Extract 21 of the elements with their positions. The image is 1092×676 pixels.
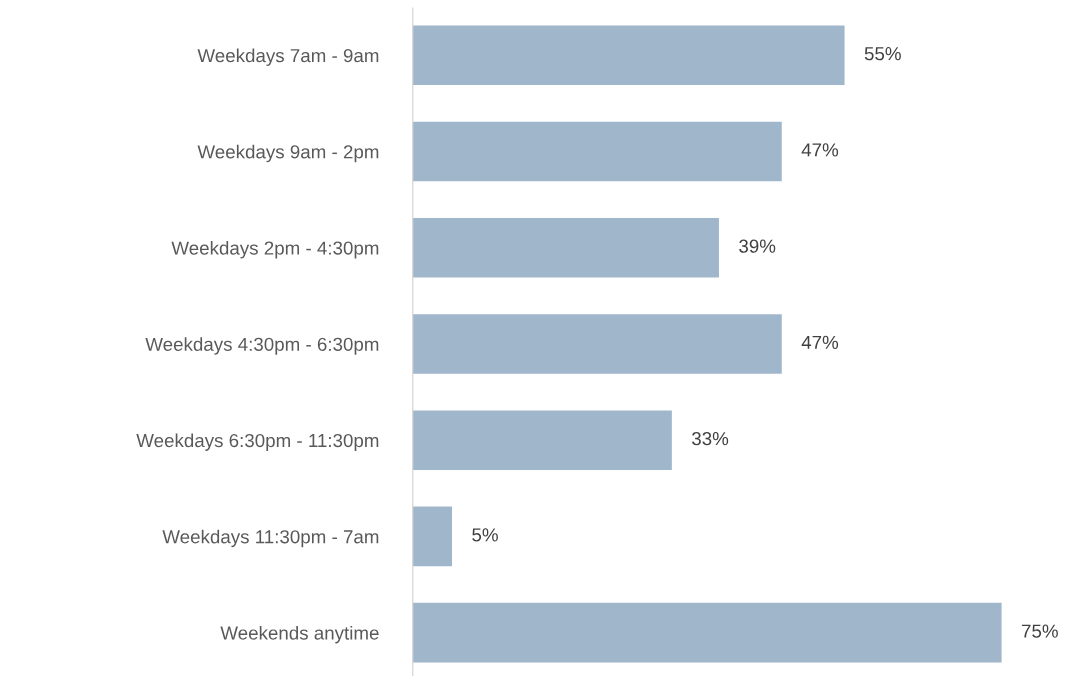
bar — [412, 217, 719, 278]
y-tick-label: Weekends anytime — [220, 625, 379, 644]
y-tick-label: Weekdays 4:30pm - 6:30pm — [145, 337, 379, 355]
bar — [412, 121, 782, 182]
data-label: 55% — [864, 47, 901, 61]
y-tick-label: Weekdays 11:30pm - 7am — [162, 529, 379, 548]
data-label: 75% — [1022, 624, 1058, 638]
bar — [412, 602, 1002, 663]
data-label: 33% — [692, 431, 729, 446]
data-label: 5% — [472, 528, 498, 542]
y-tick-label: Weekdays 6:30pm - 11:30pm — [136, 433, 379, 451]
bar — [412, 506, 453, 567]
bar — [412, 314, 782, 374]
data-label: 47% — [801, 143, 839, 157]
y-tick-label: Weekdays 2pm - 4:30pm — [171, 240, 379, 259]
bar — [412, 25, 845, 86]
data-label: 39% — [739, 239, 776, 253]
y-tick-label: Weekdays 7am - 9am — [197, 48, 379, 66]
y-tick-label: Weekdays 9am - 2pm — [197, 144, 379, 163]
data-label: 47% — [801, 335, 839, 349]
bar — [412, 410, 672, 471]
